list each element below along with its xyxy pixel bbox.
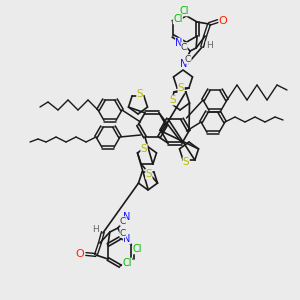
Text: Cl: Cl bbox=[132, 244, 142, 254]
Text: S: S bbox=[183, 157, 189, 167]
Text: C: C bbox=[185, 55, 191, 64]
Text: S: S bbox=[146, 169, 152, 179]
Text: Cl: Cl bbox=[173, 14, 183, 24]
Text: C: C bbox=[181, 43, 187, 52]
Text: N: N bbox=[180, 59, 188, 69]
Text: Cl: Cl bbox=[179, 6, 189, 16]
Text: Cl: Cl bbox=[122, 258, 132, 268]
Text: S: S bbox=[169, 95, 176, 105]
Text: S: S bbox=[136, 89, 143, 99]
Text: N: N bbox=[123, 234, 130, 244]
Text: H: H bbox=[92, 226, 99, 235]
Text: C: C bbox=[120, 229, 126, 238]
Text: H: H bbox=[206, 41, 212, 50]
Text: C: C bbox=[120, 217, 126, 226]
Text: N: N bbox=[123, 212, 130, 222]
Text: O: O bbox=[219, 16, 227, 26]
Text: N: N bbox=[176, 38, 183, 48]
Text: O: O bbox=[76, 249, 84, 259]
Text: S: S bbox=[178, 83, 184, 93]
Text: S: S bbox=[141, 144, 147, 154]
